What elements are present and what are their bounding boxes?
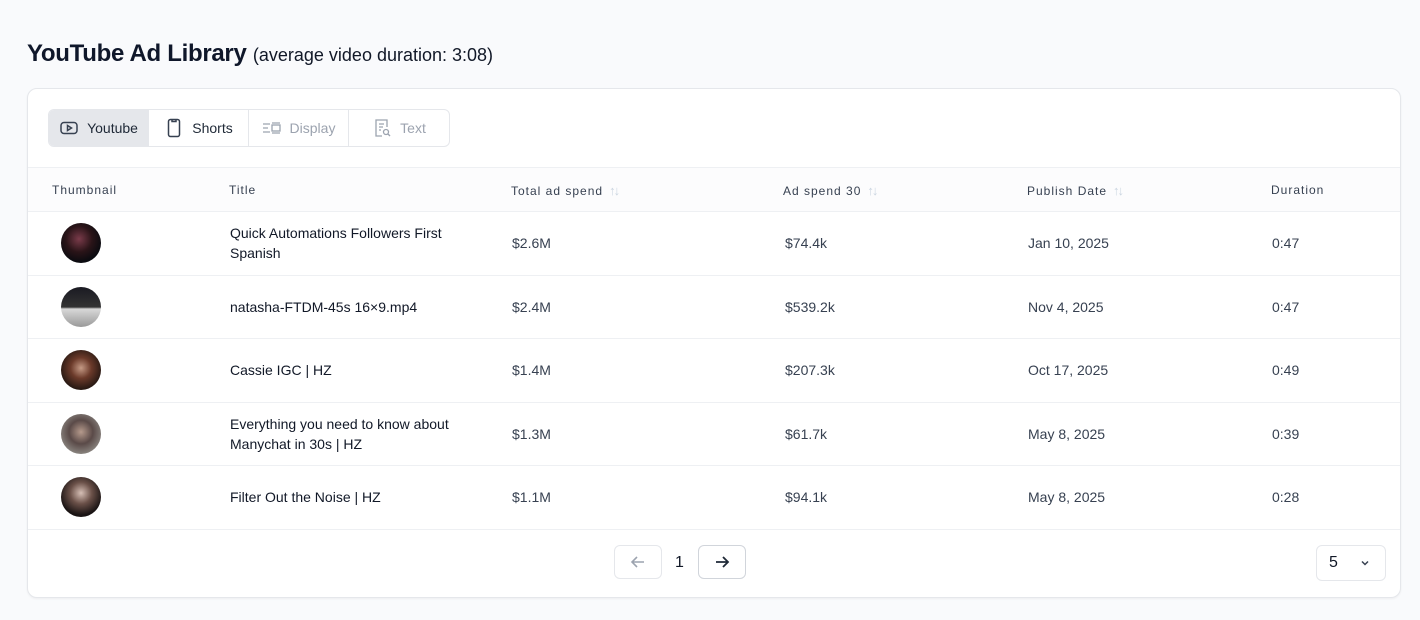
column-label: Total ad spend bbox=[511, 183, 604, 198]
table-row[interactable]: natasha-FTDM-45s 16×9.mp4 $2.4M $539.2k … bbox=[28, 276, 1400, 339]
video-thumbnail[interactable] bbox=[61, 413, 101, 454]
page-title: YouTube Ad Library (average video durati… bbox=[27, 40, 493, 68]
text-search-icon bbox=[375, 119, 391, 137]
title-text: YouTube Ad Library bbox=[27, 40, 247, 67]
ad-spend-30: $539.2k bbox=[785, 298, 835, 315]
next-page-button[interactable] bbox=[698, 545, 746, 579]
tab-label: Display bbox=[289, 120, 336, 136]
video-title[interactable]: Quick Automations Followers First Spanis… bbox=[230, 225, 442, 262]
tab-shorts[interactable]: Shorts bbox=[149, 110, 249, 146]
ad-spend-30: $207.3k bbox=[785, 362, 835, 379]
table-row[interactable]: Quick Automations Followers First Spanis… bbox=[28, 212, 1400, 276]
column-label: Thumbnail bbox=[52, 183, 118, 197]
duration: 0:49 bbox=[1272, 362, 1300, 379]
arrow-right-icon bbox=[716, 556, 730, 568]
table-header: Thumbnail Title Total ad spend ↑↓ Ad spen… bbox=[28, 167, 1400, 212]
video-thumbnail[interactable] bbox=[61, 286, 101, 327]
video-title[interactable]: Everything you need to know about Manych… bbox=[230, 415, 449, 452]
total-ad-spend: $1.4M bbox=[512, 362, 551, 379]
sort-icon[interactable]: ↑↓ bbox=[867, 183, 878, 198]
total-ad-spend: $2.4M bbox=[512, 298, 551, 315]
column-publish-date[interactable]: Publish Date ↑↓ bbox=[1027, 183, 1124, 198]
publish-date: Jan 10, 2025 bbox=[1028, 235, 1109, 252]
column-total-ad-spend[interactable]: Total ad spend ↑↓ bbox=[511, 183, 620, 198]
column-label: Ad spend 30 bbox=[783, 183, 862, 198]
total-ad-spend: $1.1M bbox=[512, 489, 551, 506]
youtube-icon bbox=[60, 121, 78, 135]
mobile-icon bbox=[168, 118, 181, 138]
arrow-left-icon bbox=[630, 556, 644, 568]
average-duration: (average video duration: 3:08) bbox=[252, 45, 494, 65]
column-ad-spend-30[interactable]: Ad spend 30 ↑↓ bbox=[783, 183, 878, 198]
tab-display[interactable]: Display bbox=[249, 110, 349, 146]
tab-youtube[interactable]: Youtube bbox=[49, 110, 149, 146]
sort-icon[interactable]: ↑↓ bbox=[609, 183, 620, 198]
tab-label: Text bbox=[400, 120, 426, 136]
duration: 0:47 bbox=[1272, 298, 1300, 315]
total-ad-spend: $2.6M bbox=[512, 235, 551, 252]
chevron-down-icon bbox=[1361, 560, 1369, 566]
current-page: 1 bbox=[675, 554, 684, 571]
column-thumbnail: Thumbnail bbox=[52, 183, 117, 197]
publish-date: May 8, 2025 bbox=[1028, 489, 1106, 506]
prev-page-button[interactable] bbox=[614, 545, 662, 579]
table-row[interactable]: Cassie IGC | HZ $1.4M $207.3k Oct 17, 20… bbox=[28, 339, 1400, 403]
video-thumbnail[interactable] bbox=[61, 223, 101, 264]
tab-label: Youtube bbox=[87, 120, 138, 136]
video-title[interactable]: Cassie IGC | HZ bbox=[230, 362, 332, 379]
tab-label: Shorts bbox=[192, 120, 233, 136]
format-tabs: Youtube Shorts Display Text bbox=[48, 109, 450, 147]
table-row[interactable]: Filter Out the Noise | HZ $1.1M $94.1k M… bbox=[28, 466, 1400, 530]
duration: 0:28 bbox=[1272, 489, 1300, 506]
video-title[interactable]: Filter Out the Noise | HZ bbox=[230, 489, 381, 506]
publish-date: Nov 4, 2025 bbox=[1028, 298, 1104, 315]
sort-icon[interactable]: ↑↓ bbox=[1113, 183, 1124, 198]
publish-date: May 8, 2025 bbox=[1028, 425, 1106, 442]
table-row[interactable]: Everything you need to know about Manych… bbox=[28, 403, 1400, 466]
total-ad-spend: $1.3M bbox=[512, 425, 551, 442]
video-thumbnail[interactable] bbox=[61, 350, 101, 391]
duration: 0:47 bbox=[1272, 235, 1300, 252]
column-title: Title bbox=[229, 183, 256, 197]
tab-text[interactable]: Text bbox=[349, 110, 449, 146]
ad-spend-30: $61.7k bbox=[785, 425, 828, 442]
ad-library-card: Youtube Shorts Display Text Thumbnail Ti… bbox=[27, 88, 1401, 598]
page-size-value: 5 bbox=[1329, 554, 1338, 571]
ad-spend-30: $74.4k bbox=[785, 235, 828, 252]
video-title[interactable]: natasha-FTDM-45s 16×9.mp4 bbox=[230, 298, 418, 315]
column-label: Title bbox=[229, 183, 257, 197]
column-label: Publish Date bbox=[1027, 183, 1108, 198]
column-label: Duration bbox=[1271, 183, 1325, 197]
video-thumbnail[interactable] bbox=[61, 477, 101, 518]
publish-date: Oct 17, 2025 bbox=[1028, 362, 1109, 379]
display-icon bbox=[262, 122, 281, 134]
ad-spend-30: $94.1k bbox=[785, 489, 828, 506]
column-duration: Duration bbox=[1271, 183, 1324, 197]
duration: 0:39 bbox=[1272, 425, 1300, 442]
page-size-select[interactable]: 5 bbox=[1316, 545, 1386, 581]
